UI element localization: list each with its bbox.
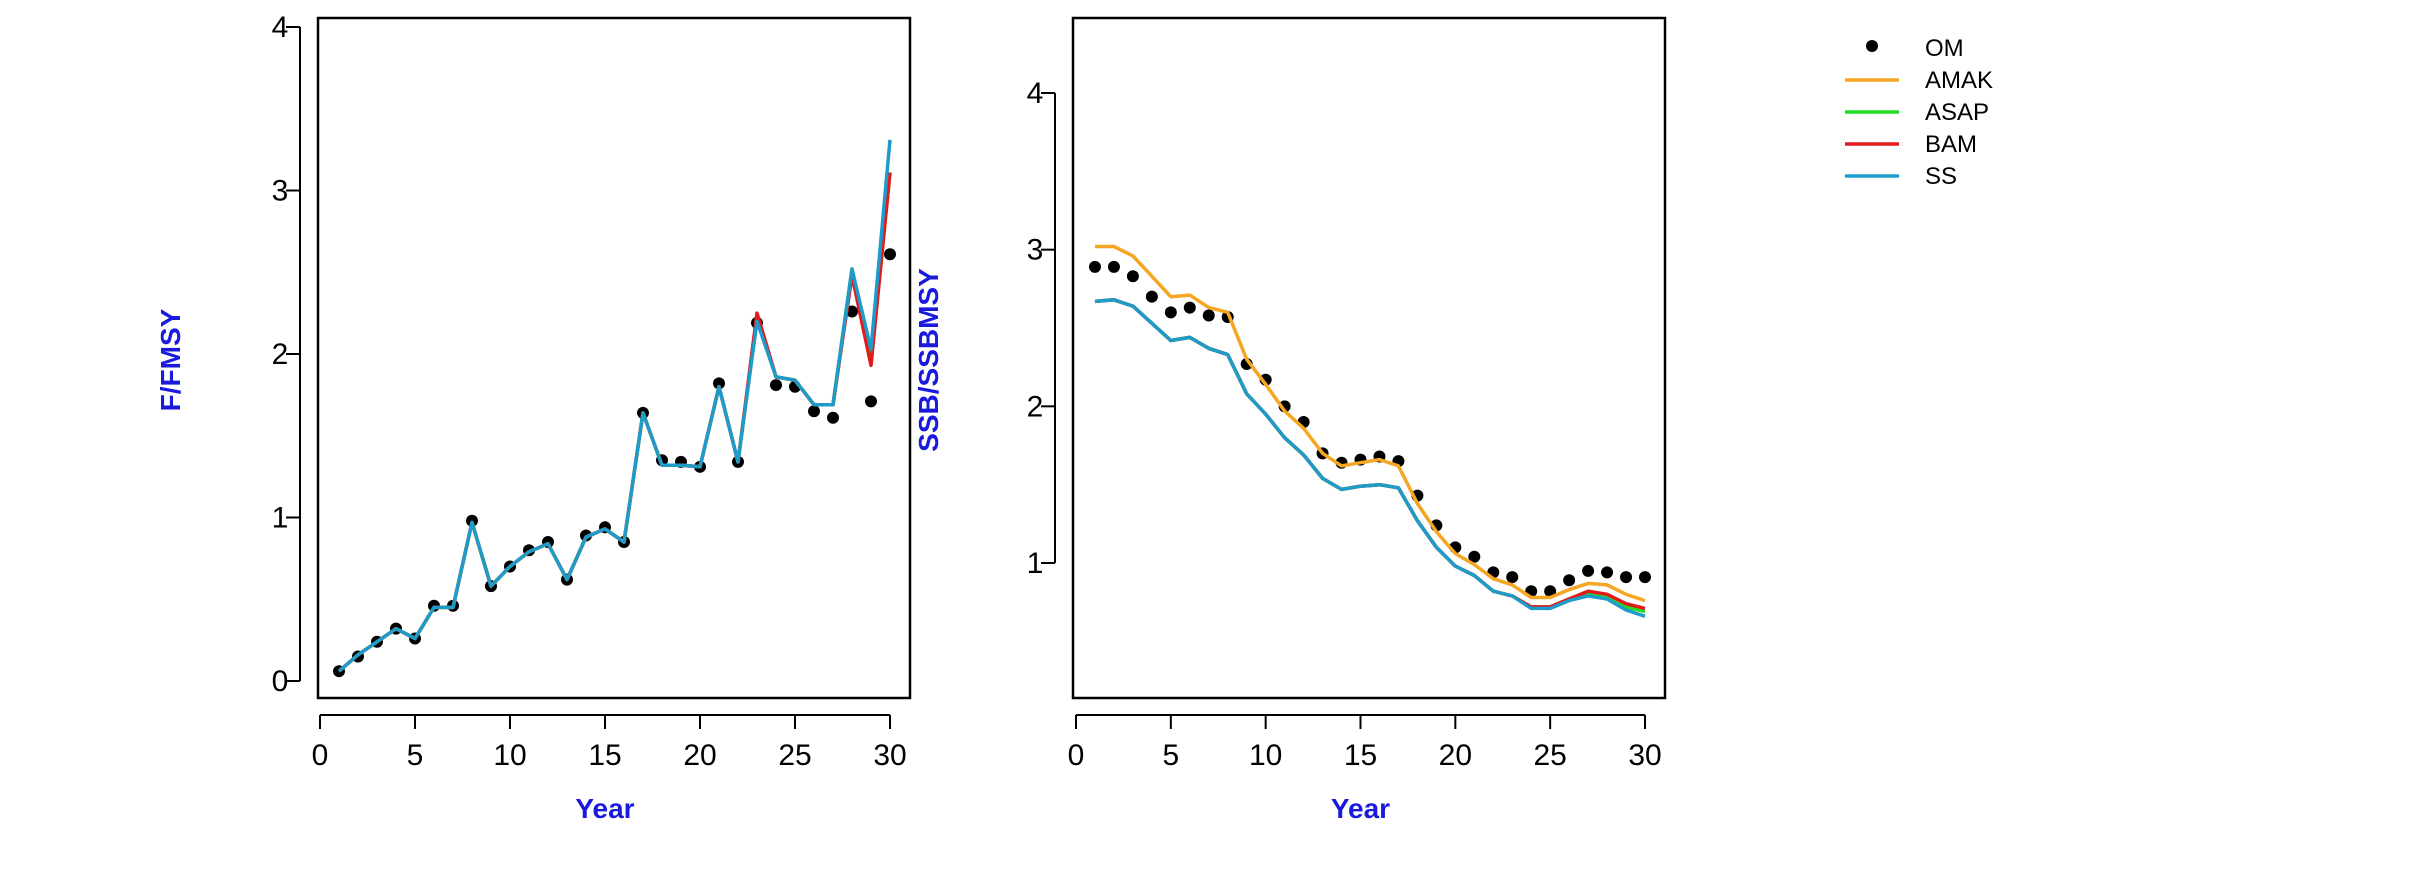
data-point-om (770, 379, 782, 392)
data-point-om (865, 395, 877, 408)
plot-frame (1071, 16, 1667, 700)
plot-frame (316, 16, 912, 700)
data-point-om (1639, 571, 1651, 584)
data-point-om (1183, 301, 1196, 314)
x-tick-label: 20 (683, 739, 716, 772)
data-point-om (808, 405, 820, 418)
series-amak-line (337, 172, 892, 673)
x-axis-title: Year (575, 793, 634, 824)
data-point-om (1107, 260, 1120, 273)
series-amak-line (1095, 244, 1646, 603)
x-tick-label: 0 (1068, 739, 1085, 772)
y-tick-label: 3 (272, 175, 289, 208)
x-tick-label: 15 (588, 739, 621, 772)
legend-label-om: OM (1925, 35, 1964, 62)
series-asap-line (1094, 298, 1646, 614)
data-point-om (1544, 585, 1557, 598)
series-asap-line (337, 172, 892, 673)
legend-label-bam: BAM (1925, 131, 1977, 158)
y-tick-label: 1 (1027, 547, 1044, 580)
data-point-om (846, 305, 858, 318)
data-point-om (1563, 574, 1576, 587)
data-point-om (1506, 571, 1519, 584)
y-tick-label: 2 (272, 338, 289, 371)
data-point-om (713, 377, 725, 390)
x-tick-label: 10 (493, 739, 526, 772)
legend-marker-om (1866, 40, 1878, 52)
x-tick-label: 5 (407, 739, 424, 772)
series-ss-line (1094, 298, 1646, 618)
y-tick-label: 4 (272, 11, 289, 44)
y-axis-title: SSB/SSBMSY (913, 268, 944, 452)
series-ss-line (337, 139, 892, 673)
data-point-om (1601, 566, 1614, 579)
x-tick-label: 25 (1533, 739, 1566, 772)
legend-label-ss: SS (1925, 163, 1957, 190)
legend: OM AMAK ASAP BAM SS (1845, 35, 1993, 190)
y-axis-title: F/FMSY (155, 308, 186, 411)
legend-label-amak: AMAK (1925, 67, 1993, 94)
x-tick-label: 25 (778, 739, 811, 772)
chart-ssb-ssbmsy: 0 5 10 15 20 25 30 1 2 3 4 Year SSB/SSBMSY (913, 16, 1667, 824)
y-tick-label: 0 (272, 665, 289, 698)
series-bam-line (337, 172, 892, 673)
data-point-om (1202, 309, 1215, 322)
x-tick-label: 20 (1439, 739, 1472, 772)
y-tick-label: 2 (1027, 390, 1044, 423)
series-bam-line (1094, 298, 1646, 611)
x-tick-label: 10 (1249, 739, 1282, 772)
data-point-om (827, 411, 839, 424)
x-tick-label: 30 (873, 739, 906, 772)
data-point-om (1145, 290, 1158, 303)
x-axis-title: Year (1331, 793, 1390, 824)
y-tick-label: 3 (1027, 234, 1044, 267)
y-tick-label: 4 (1027, 77, 1044, 110)
series-om-points (333, 248, 896, 678)
x-tick-label: 5 (1162, 739, 1179, 772)
y-tick-label: 1 (272, 502, 289, 535)
legend-label-asap: ASAP (1925, 99, 1989, 126)
data-point-om (1582, 564, 1595, 577)
x-tick-label: 15 (1344, 739, 1377, 772)
data-point-om (1164, 306, 1177, 319)
data-point-om (1088, 260, 1101, 273)
data-point-om (884, 248, 896, 261)
chart-f-fmsy: 0 5 10 15 20 25 30 0 1 2 3 4 Year F/FMSY (155, 11, 912, 824)
x-tick-label: 30 (1628, 739, 1661, 772)
x-tick-label: 0 (312, 739, 329, 772)
data-point-om (1468, 550, 1481, 563)
series-om-points (1088, 260, 1651, 598)
data-point-om (1126, 270, 1139, 283)
data-point-om (1620, 571, 1633, 584)
